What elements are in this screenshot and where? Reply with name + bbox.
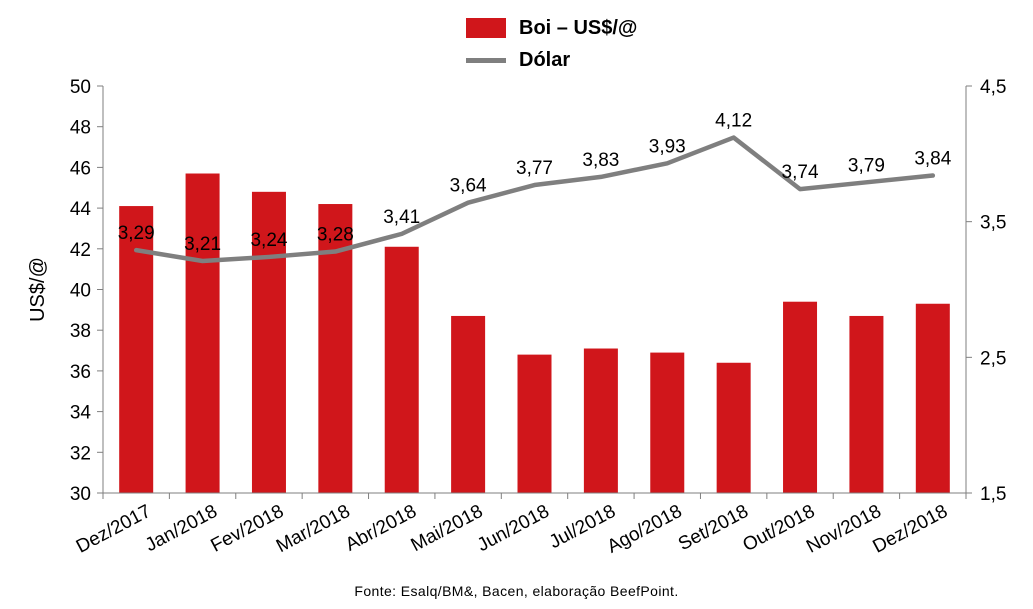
y-tick-label-left: 50 (70, 77, 91, 98)
y-tick-label-right: 2,5 (980, 348, 1006, 369)
data-label-Out/2018: 3,74 (782, 162, 819, 183)
y-tick-label-left: 40 (70, 281, 91, 302)
y-tick-label-left: 32 (70, 443, 91, 464)
source-note: Fonte: Esalq/BM&, Bacen, elaboração Beef… (354, 583, 679, 599)
y-tick-label-left: 42 (70, 240, 91, 261)
x-tick-label: Mar/2018 (273, 501, 354, 557)
bar-Fev/2018 (251, 191, 286, 493)
legend-label-bar: Boi – US$/@ (519, 16, 638, 39)
data-label-Ago/2018: 3,93 (649, 136, 686, 157)
data-label-Fev/2018: 3,24 (250, 230, 287, 251)
data-label-Mar/2018: 3,28 (317, 225, 354, 246)
legend-item-line: Dólar (466, 44, 637, 76)
bar-Jan/2018 (185, 173, 220, 493)
line-series (133, 135, 936, 264)
x-tick-label: Jan/2018 (142, 501, 221, 556)
legend-label-line: Dólar (519, 48, 571, 71)
bar-Out/2018 (783, 301, 818, 493)
data-label-Dez/2018: 3,84 (914, 149, 951, 170)
data-label-Jul/2018: 3,83 (582, 150, 619, 171)
y-tick-label-left: 48 (70, 118, 91, 139)
y-tick-label-left: 34 (70, 403, 92, 424)
y-tick-label-left: 46 (70, 158, 91, 179)
x-tick-label: Dez/2017 (73, 501, 155, 558)
data-label-Set/2018: 4,12 (715, 111, 752, 132)
data-label-Nov/2018: 3,79 (848, 155, 885, 176)
legend-item-bar: Boi – US$/@ (466, 12, 637, 44)
data-label-Dez/2017: 3,29 (118, 223, 155, 244)
y-tick-label-left: 44 (70, 199, 92, 220)
y-tick-label-left: 36 (70, 362, 91, 383)
x-tick-label: Mai/2018 (408, 501, 487, 556)
x-tick-label: Ago/2018 (604, 501, 686, 558)
legend-swatch-bar (466, 18, 506, 38)
x-tick-label: Out/2018 (740, 501, 819, 556)
bar-Dez/2018 (915, 303, 950, 493)
legend-swatch-line (466, 57, 506, 63)
y-tick-label-left: 38 (70, 321, 91, 342)
x-tick-label: Set/2018 (675, 501, 752, 555)
y-tick-label-right: 4,5 (980, 77, 1006, 98)
bar-series (119, 173, 950, 493)
bar-Mai/2018 (451, 315, 486, 493)
bar-Abr/2018 (384, 246, 419, 493)
y-axis-title: US$/@ (27, 257, 49, 322)
data-label-Jun/2018: 3,77 (516, 158, 553, 179)
bar-Jul/2018 (583, 348, 618, 493)
data-label-Jan/2018: 3,21 (184, 234, 221, 255)
y-tick-label-left: 30 (70, 484, 91, 505)
data-labels: 3,29 3,21 3,24 3,28 3,41 3,64 3,77 3,83 3,93 4,12… (118, 111, 952, 255)
bar-Jun/2018 (517, 354, 552, 493)
bar-Ago/2018 (650, 352, 685, 493)
x-tick-label: Fev/2018 (207, 501, 287, 557)
data-label-Mai/2018: 3,64 (450, 176, 487, 197)
x-tick-label: Abr/2018 (342, 501, 420, 556)
bar-Set/2018 (716, 362, 751, 493)
legend: Boi – US$/@ Dólar (466, 12, 637, 76)
x-tick-label: Nov/2018 (803, 501, 885, 558)
x-tick-label: Dez/2018 (869, 501, 951, 558)
x-tick-label: Jun/2018 (474, 501, 553, 556)
y-tick-label-right: 1,5 (980, 484, 1006, 505)
y-tick-label-right: 3,5 (980, 213, 1006, 234)
bar-Nov/2018 (849, 315, 884, 493)
data-label-Abr/2018: 3,41 (383, 207, 420, 228)
